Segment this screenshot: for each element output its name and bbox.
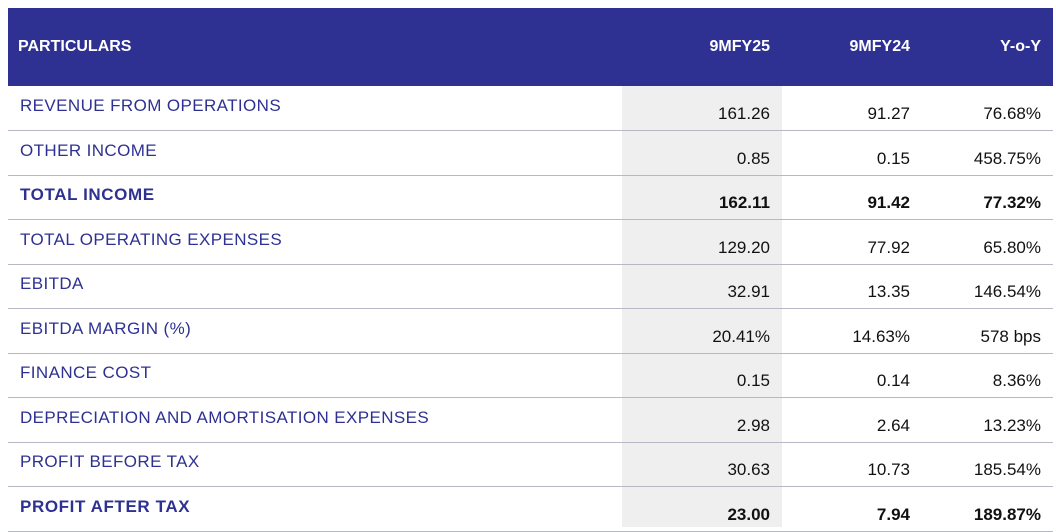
table-row: TOTAL INCOME 162.11 91.42 77.32% [8, 175, 1053, 220]
row-label: PROFIT BEFORE TAX [20, 452, 200, 472]
value-yoy: 146.54% [973, 282, 1041, 301]
value-yoy: 77.32% [983, 193, 1041, 212]
value-yoy: 185.54% [973, 460, 1041, 479]
value-9mfy24: 7.94 [876, 504, 910, 524]
value-9mfy25: 30.63 [727, 460, 770, 479]
header-row: PARTICULARS 9MFY25 9MFY24 Y-o-Y [8, 8, 1053, 86]
table-row: REVENUE FROM OPERATIONS 161.26 91.27 76.68% [8, 86, 1053, 131]
table-row: FINANCE COST 0.15 0.14 8.36% [8, 353, 1053, 398]
value-9mfy24: 0.15 [876, 148, 910, 168]
table-row: PROFIT AFTER TAX 23.00 7.94 189.87% [8, 487, 1053, 531]
value-9mfy24: 10.73 [867, 460, 910, 479]
table-row: EBITDA MARGIN (%) 20.41% 14.63% 578 bps [8, 309, 1053, 353]
value-yoy: 578 bps [980, 326, 1042, 346]
value-yoy: 76.68% [983, 104, 1041, 123]
value-9mfy25: 2.98 [736, 415, 770, 435]
value-9mfy24: 2.64 [876, 415, 910, 435]
row-label: REVENUE FROM OPERATIONS [20, 96, 282, 115]
value-9mfy24: 14.63% [852, 326, 910, 346]
row-label: DEPRECIATION AND AMORTISATION EXPENSES [20, 407, 430, 427]
value-9mfy24: 91.27 [867, 104, 910, 123]
value-9mfy24: 13.35 [867, 282, 910, 301]
value-yoy: 8.36% [992, 371, 1041, 390]
highlight-column-9mfy25 [622, 86, 782, 527]
value-9mfy25: 32.91 [727, 282, 770, 301]
value-yoy: 13.23% [983, 415, 1041, 435]
financial-table: PARTICULARS 9MFY25 9MFY24 Y-o-Y REVENUE … [8, 8, 1053, 532]
row-label: FINANCE COST [20, 363, 152, 383]
value-9mfy25: 162.11 [718, 193, 770, 212]
value-yoy: 458.75% [973, 148, 1041, 168]
value-yoy: 189.87% [973, 504, 1041, 524]
row-label: PROFIT AFTER TAX [20, 496, 191, 516]
header-particulars: PARTICULARS [18, 38, 132, 55]
row-label: EBITDA [20, 274, 84, 294]
table-header: PARTICULARS 9MFY25 9MFY24 Y-o-Y [8, 8, 1053, 86]
row-label: TOTAL INCOME [20, 185, 155, 205]
header-yoy: Y-o-Y [1000, 38, 1041, 55]
table-row: EBITDA 32.91 13.35 146.54% [8, 264, 1053, 309]
table-row: PROFIT BEFORE TAX 30.63 10.73 185.54% [8, 442, 1053, 487]
value-9mfy25: 129.20 [718, 237, 770, 257]
value-9mfy24: 0.14 [876, 371, 910, 390]
row-label: OTHER INCOME [20, 140, 158, 160]
table-body: REVENUE FROM OPERATIONS 161.26 91.27 76.68%… [8, 86, 1053, 531]
value-9mfy25: 161.26 [718, 104, 770, 123]
table-row: TOTAL OPERATING EXPENSES 129.20 77.92 65.80… [8, 220, 1053, 264]
row-label: EBITDA MARGIN (%) [20, 318, 192, 338]
value-9mfy25: 0.85 [736, 148, 770, 168]
header-9mfy24: 9MFY24 [849, 38, 910, 55]
table-row: DEPRECIATION AND AMORTISATION EXPENSES 2.… [8, 398, 1053, 442]
row-label: TOTAL OPERATING EXPENSES [20, 229, 283, 249]
header-9mfy25: 9MFY25 [709, 38, 770, 55]
value-9mfy25: 0.15 [736, 371, 770, 390]
value-yoy: 65.80% [983, 237, 1041, 257]
value-9mfy25: 23.00 [727, 504, 770, 524]
value-9mfy24: 91.42 [867, 193, 910, 212]
table-row: OTHER INCOME 0.85 0.15 458.75% [8, 131, 1053, 175]
value-9mfy25: 20.41% [712, 326, 770, 346]
value-9mfy24: 77.92 [867, 237, 910, 257]
